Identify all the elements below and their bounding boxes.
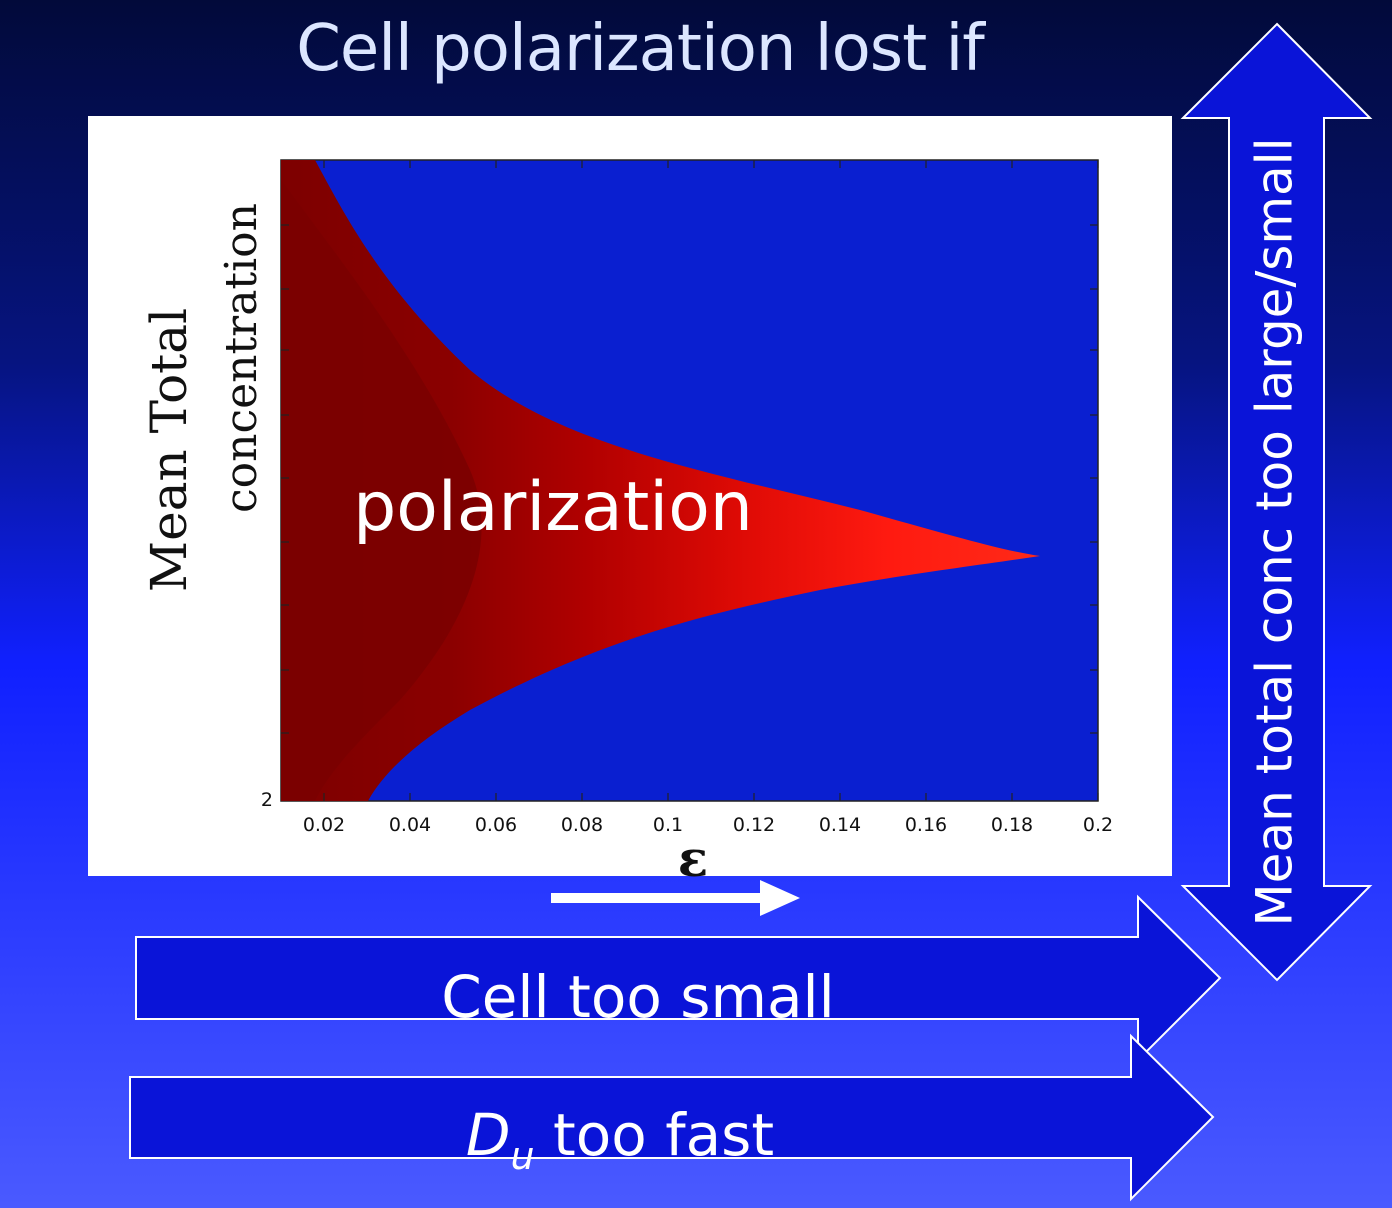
vertical-double-arrow [1180, 22, 1373, 982]
x-tick-label: 0.14 [819, 814, 861, 836]
x-tick-label: 0.04 [389, 814, 431, 836]
y-axis-label-line1: Mean Total [140, 308, 198, 592]
x-tick-label: 0.06 [475, 814, 517, 836]
x-tick-label: 0.16 [905, 814, 947, 836]
du-symbol: D [466, 1101, 511, 1169]
x-tick-label: 0.12 [733, 814, 775, 836]
y-axis-ticks [281, 224, 1098, 734]
slide-title: Cell polarization lost if [296, 12, 985, 86]
vertical-arrow-label: Mean total conc too large/small [1246, 138, 1304, 927]
du-too-fast-label: Du too fast [466, 1101, 774, 1178]
x-axis: 0.02 0.04 0.06 0.08 0.1 0.12 0.14 0.16 0.18 0.2 [303, 160, 1113, 836]
x-tick-label: 0.18 [991, 814, 1033, 836]
x-tick-label: 0.02 [303, 814, 345, 836]
epsilon-increase-arrow [551, 880, 800, 916]
du-rest: too fast [535, 1101, 775, 1169]
polarization-label: polarization [353, 468, 753, 547]
x-axis-label: ε [678, 829, 708, 888]
du-too-fast-arrow [129, 1033, 1215, 1202]
polarization-region [281, 160, 1040, 801]
du-subscript: u [511, 1134, 535, 1178]
x-tick-label: 0.1 [653, 814, 683, 836]
x-tick-label: 0.08 [561, 814, 603, 836]
cell-too-small-label: Cell too small [441, 963, 834, 1031]
x-tick-label: 0.2 [1083, 814, 1113, 836]
y-tick-label: 2 [261, 789, 273, 811]
polarization-core [281, 180, 482, 801]
cell-too-small-arrow [135, 894, 1222, 1063]
y-axis-label-line2: concentration [216, 203, 267, 513]
